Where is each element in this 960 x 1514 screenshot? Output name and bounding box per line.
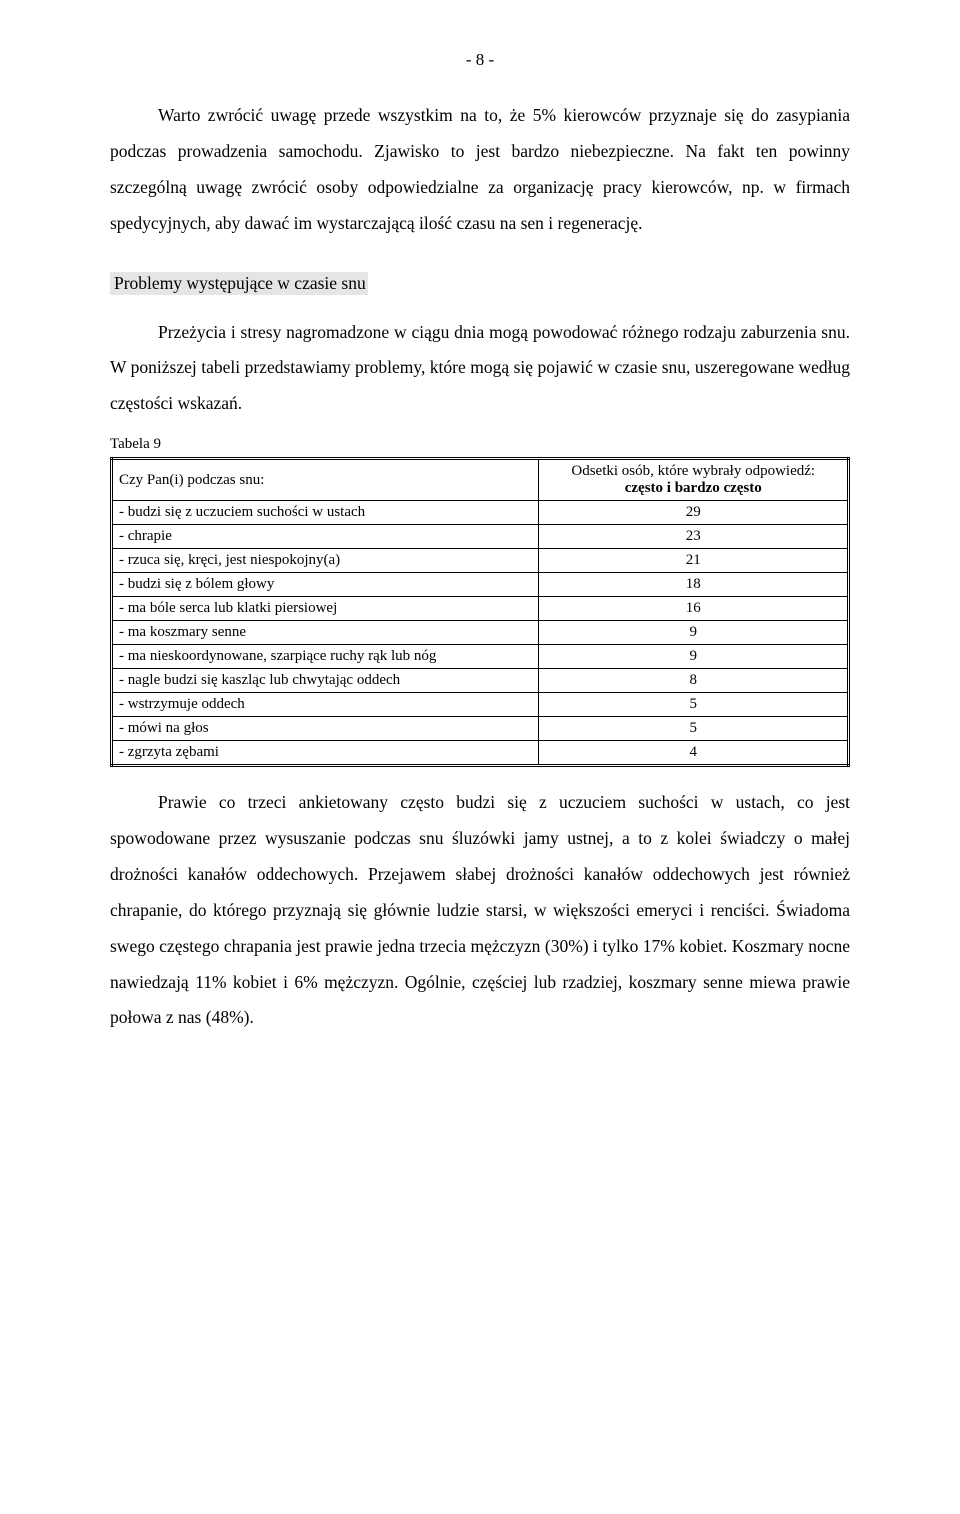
table-header-row: Czy Pan(i) podczas snu: Odsetki osób, kt… bbox=[112, 459, 849, 501]
table-header-right: Odsetki osób, które wybrały odpowiedź: c… bbox=[539, 459, 849, 501]
table-cell-label: - budzi się z bólem głowy bbox=[112, 573, 539, 597]
table-header-right-line1: Odsetki osób, które wybrały odpowiedź: bbox=[571, 463, 815, 479]
table-cell-value: 18 bbox=[539, 573, 849, 597]
table-row: - mówi na głos 5 bbox=[112, 717, 849, 741]
table-cell-value: 5 bbox=[539, 717, 849, 741]
table-header-left: Czy Pan(i) podczas snu: bbox=[112, 459, 539, 501]
table-cell-value: 8 bbox=[539, 669, 849, 693]
table-cell-label: - ma koszmary senne bbox=[112, 621, 539, 645]
table-sleep-problems: Czy Pan(i) podczas snu: Odsetki osób, kt… bbox=[110, 457, 850, 767]
table-row: - budzi się z uczuciem suchości w ustach… bbox=[112, 501, 849, 525]
table-cell-value: 23 bbox=[539, 525, 849, 549]
table-cell-label: - ma nieskoordynowane, szarpiące ruchy r… bbox=[112, 645, 539, 669]
table-row: - nagle budzi się kaszląc lub chwytając … bbox=[112, 669, 849, 693]
table-cell-label: - rzuca się, kręci, jest niespokojny(a) bbox=[112, 549, 539, 573]
table-cell-value: 21 bbox=[539, 549, 849, 573]
table-cell-label: - budzi się z uczuciem suchości w ustach bbox=[112, 501, 539, 525]
table-cell-label: - mówi na głos bbox=[112, 717, 539, 741]
table-cell-label: - nagle budzi się kaszląc lub chwytając … bbox=[112, 669, 539, 693]
table-cell-value: 9 bbox=[539, 621, 849, 645]
table-cell-value: 9 bbox=[539, 645, 849, 669]
table-cell-label: - wstrzymuje oddech bbox=[112, 693, 539, 717]
section-heading: Problemy występujące w czasie snu bbox=[110, 272, 368, 295]
table-cell-label: - chrapie bbox=[112, 525, 539, 549]
table-row: - wstrzymuje oddech 5 bbox=[112, 693, 849, 717]
table-row: - ma koszmary senne 9 bbox=[112, 621, 849, 645]
table-row: - budzi się z bólem głowy 18 bbox=[112, 573, 849, 597]
page-number: - 8 - bbox=[110, 50, 850, 70]
table-cell-value: 4 bbox=[539, 741, 849, 766]
table-cell-label: - ma bóle serca lub klatki piersiowej bbox=[112, 597, 539, 621]
table-row: - chrapie 23 bbox=[112, 525, 849, 549]
section-heading-wrap: Problemy występujące w czasie snu bbox=[110, 256, 850, 315]
table-cell-value: 5 bbox=[539, 693, 849, 717]
table-cell-label: - zgrzyta zębami bbox=[112, 741, 539, 766]
table-header-right-line2: często i bardzo często bbox=[625, 480, 762, 496]
table-row: - ma bóle serca lub klatki piersiowej 16 bbox=[112, 597, 849, 621]
paragraph-1: Warto zwrócić uwagę przede wszystkim na … bbox=[110, 98, 850, 242]
table-caption: Tabela 9 bbox=[110, 436, 850, 453]
table-row: - zgrzyta zębami 4 bbox=[112, 741, 849, 766]
table-cell-value: 29 bbox=[539, 501, 849, 525]
table-row: - ma nieskoordynowane, szarpiące ruchy r… bbox=[112, 645, 849, 669]
paragraph-2: Przeżycia i stresy nagromadzone w ciągu … bbox=[110, 315, 850, 423]
page: - 8 - Warto zwrócić uwagę przede wszystk… bbox=[0, 0, 960, 1110]
table-row: - rzuca się, kręci, jest niespokojny(a) … bbox=[112, 549, 849, 573]
table-cell-value: 16 bbox=[539, 597, 849, 621]
paragraph-3: Prawie co trzeci ankietowany często budz… bbox=[110, 785, 850, 1036]
